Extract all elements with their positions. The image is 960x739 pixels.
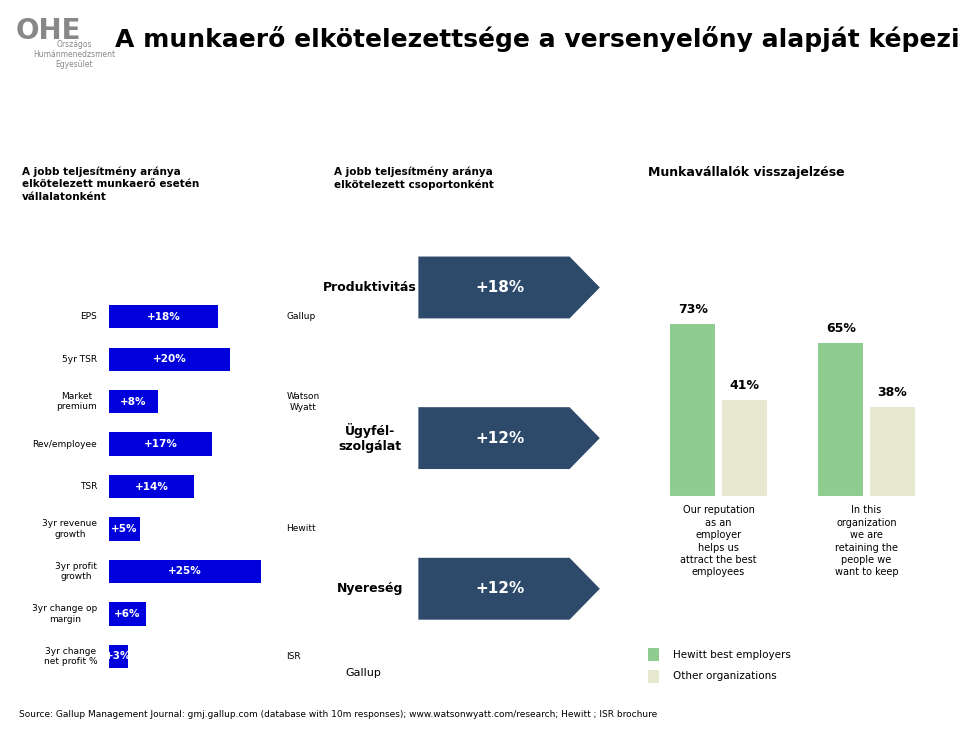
FancyBboxPatch shape — [109, 432, 212, 456]
Text: ISR: ISR — [286, 652, 300, 661]
Text: +20%: +20% — [153, 354, 187, 364]
Text: +14%: +14% — [134, 482, 169, 491]
FancyBboxPatch shape — [109, 517, 139, 541]
Text: Országos
Humánmenedzsment
Egyesület: Országos Humánmenedzsment Egyesület — [34, 40, 115, 69]
Text: Gallup: Gallup — [286, 313, 316, 321]
Text: Az elkötelezettebb teamek
jobb eredményt mutatnak
fel: Az elkötelezettebb teamek jobb eredményt… — [390, 93, 556, 130]
Text: 5yr TSR: 5yr TSR — [62, 355, 97, 364]
Text: +5%: +5% — [111, 524, 138, 534]
Text: 73%: 73% — [678, 304, 708, 316]
Text: Hewitt: Hewitt — [286, 525, 316, 534]
Text: Hewitt best employers: Hewitt best employers — [674, 650, 791, 660]
Text: Gallup: Gallup — [346, 667, 382, 678]
Text: +25%: +25% — [168, 566, 202, 576]
Text: +3%: +3% — [106, 651, 132, 661]
Text: +6%: +6% — [114, 609, 141, 619]
FancyBboxPatch shape — [648, 670, 659, 683]
Text: 3yr revenue
growth: 3yr revenue growth — [42, 520, 97, 539]
FancyBboxPatch shape — [109, 644, 128, 668]
Text: 3yr change
net profit %: 3yr change net profit % — [43, 647, 97, 666]
Text: +12%: +12% — [475, 431, 525, 446]
FancyBboxPatch shape — [109, 475, 194, 498]
Text: A jobb teljesítmény aránya
elkötelezett csoportonként: A jobb teljesítmény aránya elkötelezett … — [334, 166, 493, 190]
Polygon shape — [419, 256, 600, 319]
FancyBboxPatch shape — [818, 344, 863, 497]
Text: Watson
Wyatt: Watson Wyatt — [286, 392, 320, 412]
FancyBboxPatch shape — [109, 602, 146, 625]
Text: 41%: 41% — [730, 379, 759, 392]
Text: OHE: OHE — [15, 17, 82, 45]
Text: +12%: +12% — [475, 582, 525, 596]
FancyBboxPatch shape — [670, 324, 715, 497]
Text: +18%: +18% — [475, 280, 524, 295]
Text: 3yr change op
margin: 3yr change op margin — [32, 605, 97, 624]
Text: Our reputation
as an
employer
helps us
attract the best
employees: Our reputation as an employer helps us a… — [681, 505, 756, 577]
FancyBboxPatch shape — [870, 407, 915, 497]
Text: In this
organization
we are
retaining the
people we
want to keep: In this organization we are retaining th… — [834, 505, 899, 577]
Text: EPS: EPS — [81, 313, 97, 321]
Polygon shape — [419, 407, 600, 469]
Text: 38%: 38% — [877, 386, 907, 399]
Text: Source: Gallup Management Journal: gmj.gallup.com (database with 10m responses);: Source: Gallup Management Journal: gmj.g… — [19, 710, 658, 720]
Text: Ügyfél-
szolgálat: Ügyfél- szolgálat — [339, 423, 401, 453]
Text: Rev/employee: Rev/employee — [33, 440, 97, 449]
Text: Nyereség: Nyereség — [337, 582, 403, 595]
Text: A munkaerő elkötelezettsége a versenyelőny alapját képezi: A munkaerő elkötelezettsége a versenyelő… — [115, 26, 960, 52]
Polygon shape — [419, 558, 600, 620]
Text: +17%: +17% — [144, 439, 178, 449]
Text: TSR: TSR — [80, 482, 97, 491]
Text: Az elkötelezett munkaerő
által a vállalat magáénak
tudhatja a „legjobb
munkaadó”: Az elkötelezett munkaerő által a vállala… — [712, 86, 873, 137]
Text: Felmérések bizonyítják, hogy
azok a vállalatok, melyeknél a
munkaerő elkötelezet: Felmérések bizonyítják, hogy azok a váll… — [66, 78, 255, 145]
FancyBboxPatch shape — [109, 390, 157, 413]
Text: 65%: 65% — [826, 322, 855, 336]
FancyBboxPatch shape — [109, 305, 218, 328]
Text: 3yr profit
growth: 3yr profit growth — [56, 562, 97, 581]
Text: +8%: +8% — [120, 397, 147, 406]
Text: Munkavállalók visszajelzése: Munkavállalók visszajelzése — [648, 166, 845, 180]
FancyBboxPatch shape — [648, 648, 659, 661]
Text: +18%: +18% — [147, 312, 180, 321]
FancyBboxPatch shape — [722, 401, 767, 497]
FancyBboxPatch shape — [109, 347, 230, 371]
Text: Market
premium: Market premium — [57, 392, 97, 412]
FancyBboxPatch shape — [109, 559, 260, 583]
Text: A jobb teljesítmény aránya
elkötelezett munkaerő esetén
vállalatonként: A jobb teljesítmény aránya elkötelezett … — [22, 166, 199, 202]
Text: Produktivitás: Produktivitás — [324, 281, 417, 294]
Text: Other organizations: Other organizations — [674, 671, 778, 681]
